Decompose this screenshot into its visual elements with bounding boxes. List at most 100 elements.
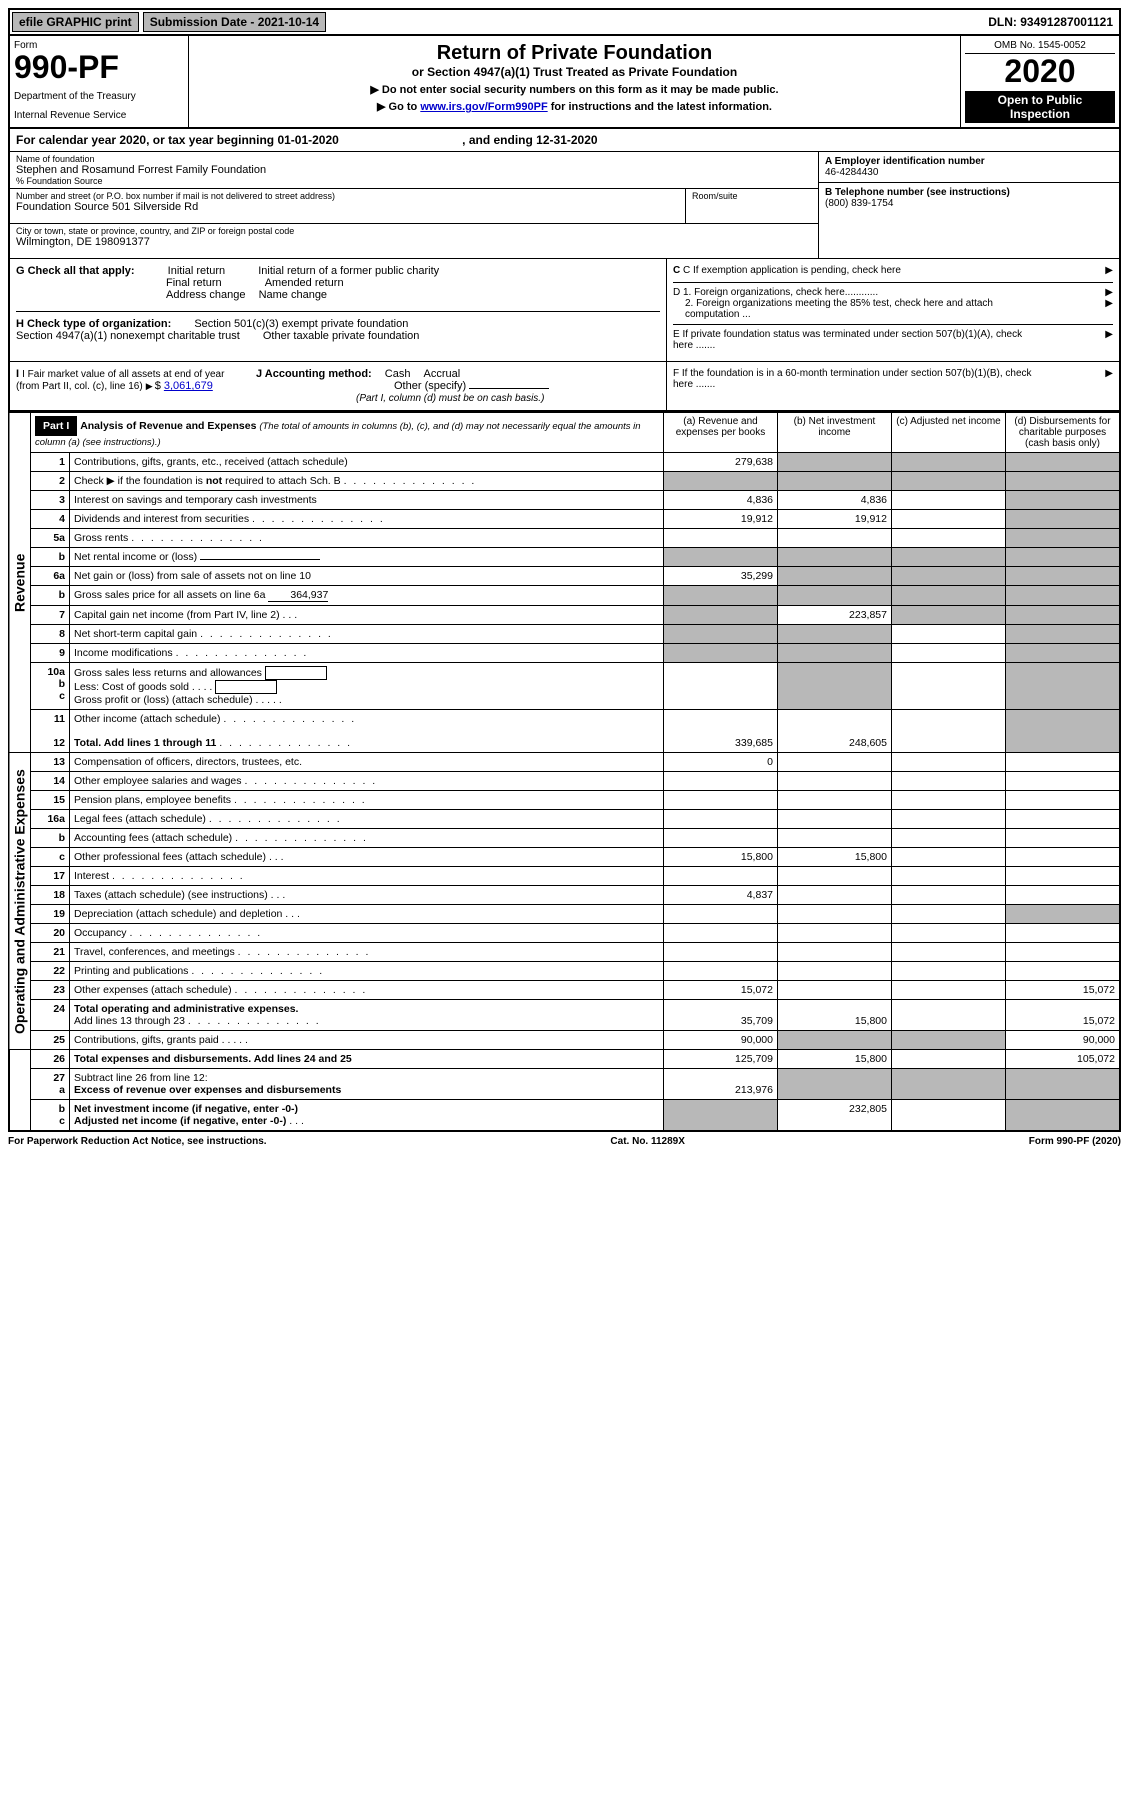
row-6b-label: Gross sales price for all assets on line… [70,586,664,606]
row-17-label: Interest [70,867,664,886]
checks-left: G Check all that apply: Initial return I… [10,259,667,361]
expenses-side-label: Operating and Administrative Expenses [9,753,31,1050]
row-14-label: Other employee salaries and wages [70,772,664,791]
city-label: City or town, state or province, country… [16,226,812,236]
topbar: efile GRAPHIC print Submission Date - 20… [8,8,1121,36]
row-18-label: Taxes (attach schedule) (see instruction… [70,886,664,905]
row-7-label: Capital gain net income (from Part IV, l… [70,606,664,625]
r26b: 15,800 [778,1050,892,1069]
cash-label: Cash [385,368,411,380]
row-5a-label: Gross rents [70,529,664,548]
cal-year-start: For calendar year 2020, or tax year begi… [16,133,339,147]
phone-label: B Telephone number (see instructions) [825,187,1113,198]
row-21-label: Travel, conferences, and meetings [70,943,664,962]
info-right: A Employer identification number 46-4284… [818,152,1119,258]
header-center: Return of Private Foundation or Section … [189,36,960,127]
form-title: Return of Private Foundation [195,42,954,65]
row-27a-label: Subtract line 26 from line 12:Excess of … [70,1069,664,1100]
e-label: E If private foundation status was termi… [673,329,1033,351]
row-9-label: Income modifications [70,644,664,663]
r27b-b: 232,805 [778,1100,892,1132]
analysis-table: Revenue Part I Analysis of Revenue and E… [8,412,1121,1132]
form-header: Form 990-PF Department of the Treasury I… [8,36,1121,129]
room-cell: Room/suite [686,189,818,224]
r3b: 4,836 [778,491,892,510]
header-right: OMB No. 1545-0052 2020 Open to Public In… [960,36,1119,127]
initial-former-label: Initial return of a former public charit… [258,265,439,277]
foundation-name: Stephen and Rosamund Forrest Family Foun… [16,164,812,176]
row-25-label: Contributions, gifts, grants paid . . . … [70,1031,664,1050]
revenue-side-label: Revenue [9,413,31,753]
row-4-label: Dividends and interest from securities [70,510,664,529]
other-method-label: Other (specify) [394,380,466,392]
r26d: 105,072 [1006,1050,1121,1069]
accrual-label: Accrual [424,368,461,380]
r23a: 15,072 [664,981,778,1000]
row-19-label: Depreciation (attach schedule) and deple… [70,905,664,924]
col-b-header: (b) Net investment income [778,413,892,453]
room-label: Room/suite [692,191,812,201]
r25a: 90,000 [664,1031,778,1050]
r3a: 4,836 [664,491,778,510]
ij-section: I I Fair market value of all assets at e… [8,362,1121,412]
tax-year: 2020 [965,54,1115,89]
row-11-12-label: Other income (attach schedule) Total. Ad… [70,710,664,753]
info-left: Name of foundation Stephen and Rosamund … [10,152,818,258]
checks-section: G Check all that apply: Initial return I… [8,259,1121,362]
row-15-label: Pension plans, employee benefits [70,791,664,810]
street-value: Foundation Source 501 Silverside Rd [16,201,679,213]
row-10-label: Gross sales less returns and allowances … [70,663,664,710]
row-5b-label: Net rental income or (loss) [70,548,664,567]
info-section: Name of foundation Stephen and Rosamund … [8,152,1121,259]
street-label: Number and street (or P.O. box number if… [16,191,679,201]
phone-value: (800) 839-1754 [825,198,1113,209]
city-value: Wilmington, DE 198091377 [16,236,812,248]
dln: DLN: 93491287001121 [982,13,1119,31]
form-number: 990-PF [14,51,184,83]
r24a: 35,709 [664,1000,778,1031]
f-cell: F If the foundation is in a 60-month ter… [667,362,1119,410]
c-row: C C If exemption application is pending,… [673,265,1113,283]
foundation-name-cell: Name of foundation Stephen and Rosamund … [10,152,818,189]
r7b: 223,857 [778,606,892,625]
name-label: Name of foundation [16,154,812,164]
g-label: G Check all that apply: [16,265,135,277]
fmv-value[interactable]: 3,061,679 [164,380,213,392]
instr2-post: for instructions and the latest informat… [548,101,772,113]
form990pf-link[interactable]: www.irs.gov/Form990PF [420,101,547,113]
calendar-year-row: For calendar year 2020, or tax year begi… [8,129,1121,152]
address-change-label: Address change [166,289,246,301]
r18a: 4,837 [664,886,778,905]
g-row: G Check all that apply: Initial return I… [16,265,660,301]
row-26-label: Total expenses and disbursements. Add li… [70,1050,664,1069]
ij-left: I I Fair market value of all assets at e… [10,362,667,410]
j-note: (Part I, column (d) must be on cash basi… [356,393,544,404]
ein-value: 46-4284430 [825,167,1113,178]
r16c-a: 15,800 [664,848,778,867]
footer-right: Form 990-PF (2020) [1029,1136,1121,1147]
r6a-a: 35,299 [664,567,778,586]
h-label: H Check type of organization: [16,318,171,330]
row-1-label: Contributions, gifts, grants, etc., rece… [70,453,664,472]
other-taxable-label: Other taxable private foundation [263,330,420,342]
r24d: 15,072 [1006,1000,1121,1031]
j-cell: J Accounting method: Cash Accrual Other … [236,368,660,404]
ein-cell: A Employer identification number 46-4284… [819,152,1119,183]
open-inspection-badge: Open to Public Inspection [965,91,1115,123]
j-label: J Accounting method: [256,368,372,380]
d1-label: D 1. Foreign organizations, check here..… [673,287,878,298]
col-d-header: (d) Disbursements for charitable purpose… [1006,413,1121,453]
dept-treasury: Department of the Treasury [14,91,184,102]
f-label: F If the foundation is in a 60-month ter… [673,368,1033,390]
initial-return-label: Initial return [168,265,225,277]
4947-label: Section 4947(a)(1) nonexempt charitable … [16,330,240,342]
part1-title: Analysis of Revenue and Expenses [80,420,256,432]
r1a: 279,638 [664,453,778,472]
c-label: C If exemption application is pending, c… [683,265,901,276]
r4b: 19,912 [778,510,892,529]
header-left: Form 990-PF Department of the Treasury I… [10,36,189,127]
checks-right: C C If exemption application is pending,… [667,259,1119,361]
501c3-label: Section 501(c)(3) exempt private foundat… [194,318,408,330]
instruction-2: ▶ Go to www.irs.gov/Form990PF for instru… [195,100,954,113]
e-row: E If private foundation status was termi… [673,325,1113,355]
